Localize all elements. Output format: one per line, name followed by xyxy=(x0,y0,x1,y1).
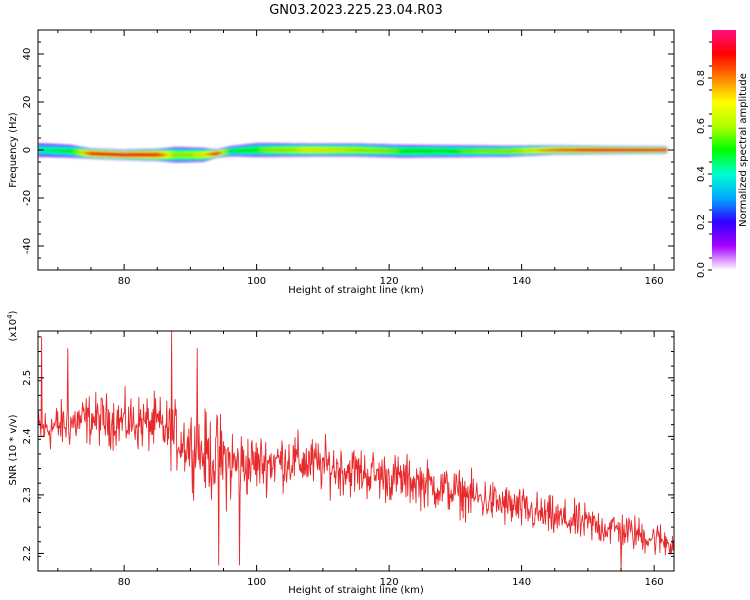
colorbar-scale xyxy=(712,30,736,270)
colorbar-tick-label: 0.4 xyxy=(696,166,707,182)
snr-y-unit-close: ) xyxy=(8,310,19,314)
spectrogram-y-axis-label: Frequency (Hz) xyxy=(8,112,19,188)
x-tick-label: 140 xyxy=(512,276,531,287)
spectrogram-ticks: 80 100 120 140 160 -40 -20 0 20 40 xyxy=(22,29,674,287)
colorbar-tick-label: 0.2 xyxy=(696,214,707,230)
snr-plot-area xyxy=(38,331,674,571)
snr-y-unit-exponent: 4 xyxy=(6,314,14,319)
figure-title: GN03.2023.225.23.04.R03 xyxy=(269,3,443,18)
x-tick-label: 120 xyxy=(380,577,399,588)
y-tick-label: 2.5 xyxy=(22,370,33,386)
x-tick-label: 80 xyxy=(118,577,131,588)
colorbar-tick-label: 0.0 xyxy=(696,262,707,278)
x-tick-label: 120 xyxy=(380,276,399,287)
colorbar: 0.0 0.2 0.4 0.6 0.8 Normalized spectral ampl… xyxy=(696,30,749,278)
snr-x-axis-label: Height of straight line (km) xyxy=(288,585,424,596)
colorbar-tick-label: 0.6 xyxy=(696,118,707,134)
y-tick-label: 2.3 xyxy=(22,487,33,503)
x-tick-label: 140 xyxy=(512,577,531,588)
y-tick-label: 2.4 xyxy=(22,428,33,444)
y-tick-label: 40 xyxy=(22,48,33,61)
x-tick-label: 100 xyxy=(247,276,266,287)
spectrogram-frame xyxy=(37,29,675,271)
snr-ticks: 80 100 120 140 160 2.2 2.3 2.4 2.5 xyxy=(22,331,674,588)
band-contour-0.85 xyxy=(38,148,668,157)
spectral-band xyxy=(38,143,668,163)
snr-y-axis-label: SNR (10 * v/v) xyxy=(8,414,19,485)
snr-y-unit: (x104) xyxy=(6,310,19,341)
colorbar-tick-label: 0.8 xyxy=(696,70,707,86)
y-tick-label: 20 xyxy=(22,96,33,109)
y-tick-label: -20 xyxy=(22,190,33,206)
x-tick-label: 160 xyxy=(645,276,664,287)
snr-y-unit-base: (x10 xyxy=(8,319,19,342)
band-contour-0.65 xyxy=(38,147,668,159)
snr-series-line xyxy=(38,331,674,571)
snr-panel: 80 100 120 140 160 2.2 2.3 2.4 2.5 Height of str… xyxy=(6,310,675,596)
x-tick-label: 160 xyxy=(645,577,664,588)
spectrogram-panel: 80 100 120 140 160 -40 -20 0 20 40 Height of stra… xyxy=(8,29,675,296)
band-ridge-line xyxy=(38,149,668,156)
x-tick-label: 80 xyxy=(118,276,131,287)
y-tick-label: 2.2 xyxy=(22,545,33,561)
x-tick-label: 100 xyxy=(247,577,266,588)
snr-frame xyxy=(37,330,675,572)
y-tick-label: 0 xyxy=(22,147,33,153)
colorbar-label: Normalized spectral amplitude xyxy=(738,73,749,227)
spectrogram-x-axis-label: Height of straight line (km) xyxy=(288,285,424,296)
y-tick-label: -40 xyxy=(22,238,33,254)
colorbar-ticks: 0.0 0.2 0.4 0.6 0.8 xyxy=(696,41,712,278)
